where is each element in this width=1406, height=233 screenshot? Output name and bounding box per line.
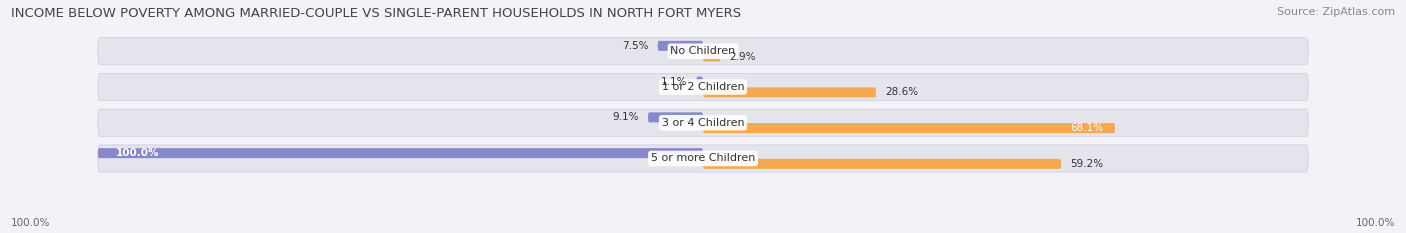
Text: 2.9%: 2.9%: [730, 51, 756, 62]
FancyBboxPatch shape: [703, 123, 1115, 133]
Text: 100.0%: 100.0%: [11, 218, 51, 228]
Text: 100.0%: 100.0%: [115, 148, 159, 158]
Text: Source: ZipAtlas.com: Source: ZipAtlas.com: [1277, 7, 1395, 17]
Text: 1 or 2 Children: 1 or 2 Children: [662, 82, 744, 92]
Text: 59.2%: 59.2%: [1070, 159, 1104, 169]
FancyBboxPatch shape: [703, 87, 876, 97]
Text: INCOME BELOW POVERTY AMONG MARRIED-COUPLE VS SINGLE-PARENT HOUSEHOLDS IN NORTH F: INCOME BELOW POVERTY AMONG MARRIED-COUPL…: [11, 7, 741, 20]
FancyBboxPatch shape: [703, 51, 720, 62]
Text: 100.0%: 100.0%: [1355, 218, 1395, 228]
FancyBboxPatch shape: [703, 159, 1062, 169]
FancyBboxPatch shape: [648, 112, 703, 122]
FancyBboxPatch shape: [696, 77, 703, 87]
Text: 1.1%: 1.1%: [661, 77, 688, 87]
Text: 68.1%: 68.1%: [1070, 123, 1104, 133]
Text: 9.1%: 9.1%: [613, 112, 638, 122]
Text: 5 or more Children: 5 or more Children: [651, 154, 755, 164]
FancyBboxPatch shape: [98, 145, 1308, 172]
Text: 3 or 4 Children: 3 or 4 Children: [662, 118, 744, 128]
FancyBboxPatch shape: [658, 41, 703, 51]
Text: No Children: No Children: [671, 46, 735, 56]
FancyBboxPatch shape: [98, 109, 1308, 136]
FancyBboxPatch shape: [98, 38, 1308, 65]
FancyBboxPatch shape: [98, 73, 1308, 101]
Text: 28.6%: 28.6%: [886, 87, 918, 97]
Text: 7.5%: 7.5%: [621, 41, 648, 51]
FancyBboxPatch shape: [98, 148, 703, 158]
